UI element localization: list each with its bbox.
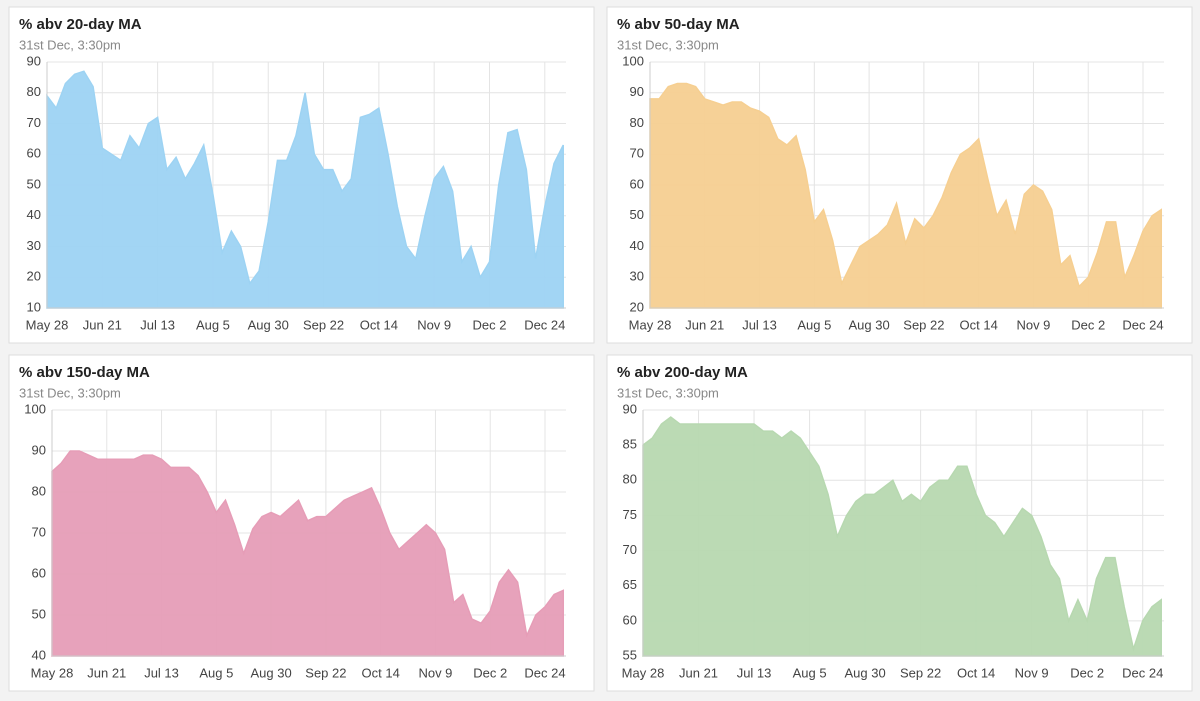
- y-tick-label: 75: [623, 507, 637, 522]
- x-tick-label: Dec 24: [524, 317, 565, 332]
- y-tick-label: 20: [27, 269, 41, 284]
- y-tick-label: 60: [27, 146, 41, 161]
- y-tick-label: 50: [32, 606, 46, 621]
- x-tick-label: Aug 30: [849, 317, 890, 332]
- x-tick-label: Oct 14: [360, 317, 398, 332]
- x-tick-label: Jul 13: [742, 317, 777, 332]
- y-tick-label: 10: [27, 299, 41, 314]
- x-tick-label: Sep 22: [903, 317, 944, 332]
- y-tick-label: 40: [27, 207, 41, 222]
- y-tick-label: 70: [623, 542, 637, 557]
- area: [46, 70, 564, 309]
- x-tick-label: Nov 9: [1016, 317, 1050, 332]
- x-tick-label: Jun 21: [685, 317, 724, 332]
- y-tick-label: 85: [623, 437, 637, 452]
- x-tick-label: Sep 22: [900, 665, 941, 680]
- chart-title: % abv 200-day MA: [617, 364, 748, 381]
- y-tick-label: 90: [623, 401, 637, 416]
- y-tick-label: 80: [623, 472, 637, 487]
- x-tick-label: Jun 21: [679, 665, 718, 680]
- x-tick-label: Sep 22: [305, 665, 346, 680]
- x-tick-label: Aug 5: [797, 317, 831, 332]
- y-tick-label: 100: [24, 401, 46, 416]
- x-tick-label: Dec 2: [473, 317, 507, 332]
- y-tick-label: 80: [27, 84, 41, 99]
- x-tick-label: May 28: [31, 665, 74, 680]
- y-tick-label: 30: [630, 269, 644, 284]
- y-tick-label: 70: [630, 146, 644, 161]
- y-tick-label: 30: [27, 238, 41, 253]
- x-tick-label: Jul 13: [144, 665, 179, 680]
- x-tick-label: Oct 14: [957, 665, 995, 680]
- x-tick-label: Aug 30: [844, 665, 885, 680]
- x-tick-label: Aug 5: [199, 665, 233, 680]
- x-tick-label: Dec 24: [1122, 665, 1163, 680]
- x-tick-label: Jul 13: [140, 317, 175, 332]
- chart-subtitle: 31st Dec, 3:30pm: [617, 385, 719, 400]
- y-tick-label: 55: [623, 647, 637, 662]
- x-tick-label: Aug 30: [248, 317, 289, 332]
- y-tick-label: 80: [32, 483, 46, 498]
- area: [649, 82, 1163, 309]
- x-tick-label: Dec 24: [1122, 317, 1163, 332]
- y-tick-label: 90: [27, 53, 41, 68]
- x-tick-label: Jun 21: [87, 665, 126, 680]
- x-tick-label: Nov 9: [418, 665, 452, 680]
- x-tick-label: Sep 22: [303, 317, 344, 332]
- x-tick-label: Aug 5: [196, 317, 230, 332]
- area: [642, 416, 1162, 657]
- x-tick-label: Jun 21: [83, 317, 122, 332]
- x-tick-label: Dec 2: [1071, 317, 1105, 332]
- y-tick-label: 90: [32, 442, 46, 457]
- y-tick-label: 70: [27, 115, 41, 130]
- x-tick-label: Dec 24: [524, 665, 565, 680]
- chart-subtitle: 31st Dec, 3:30pm: [617, 37, 719, 52]
- x-tick-label: Jul 13: [737, 665, 772, 680]
- y-tick-label: 40: [630, 238, 644, 253]
- chart-title: % abv 50-day MA: [617, 16, 740, 33]
- x-tick-label: Nov 9: [417, 317, 451, 332]
- chart-subtitle: 31st Dec, 3:30pm: [19, 385, 121, 400]
- x-tick-label: Dec 2: [473, 665, 507, 680]
- x-tick-label: May 28: [629, 317, 672, 332]
- x-tick-label: Dec 2: [1070, 665, 1104, 680]
- y-tick-label: 60: [623, 612, 637, 627]
- y-tick-label: 50: [27, 176, 41, 191]
- x-tick-label: Nov 9: [1015, 665, 1049, 680]
- y-tick-label: 50: [630, 207, 644, 222]
- x-tick-label: May 28: [26, 317, 69, 332]
- x-tick-label: Aug 30: [251, 665, 292, 680]
- chart-title: % abv 150-day MA: [19, 364, 150, 381]
- x-tick-label: May 28: [622, 665, 665, 680]
- y-tick-label: 60: [32, 565, 46, 580]
- y-tick-label: 80: [630, 115, 644, 130]
- x-tick-label: Aug 5: [793, 665, 827, 680]
- y-tick-label: 65: [623, 577, 637, 592]
- chart-title: % abv 20-day MA: [19, 16, 142, 33]
- x-tick-label: Oct 14: [362, 665, 400, 680]
- x-tick-label: Oct 14: [960, 317, 998, 332]
- y-tick-label: 90: [630, 84, 644, 99]
- area: [51, 450, 565, 657]
- chart-subtitle: 31st Dec, 3:30pm: [19, 37, 121, 52]
- y-tick-label: 70: [32, 524, 46, 539]
- y-tick-label: 40: [32, 647, 46, 662]
- y-tick-label: 100: [622, 53, 644, 68]
- y-tick-label: 60: [630, 176, 644, 191]
- y-tick-label: 20: [630, 299, 644, 314]
